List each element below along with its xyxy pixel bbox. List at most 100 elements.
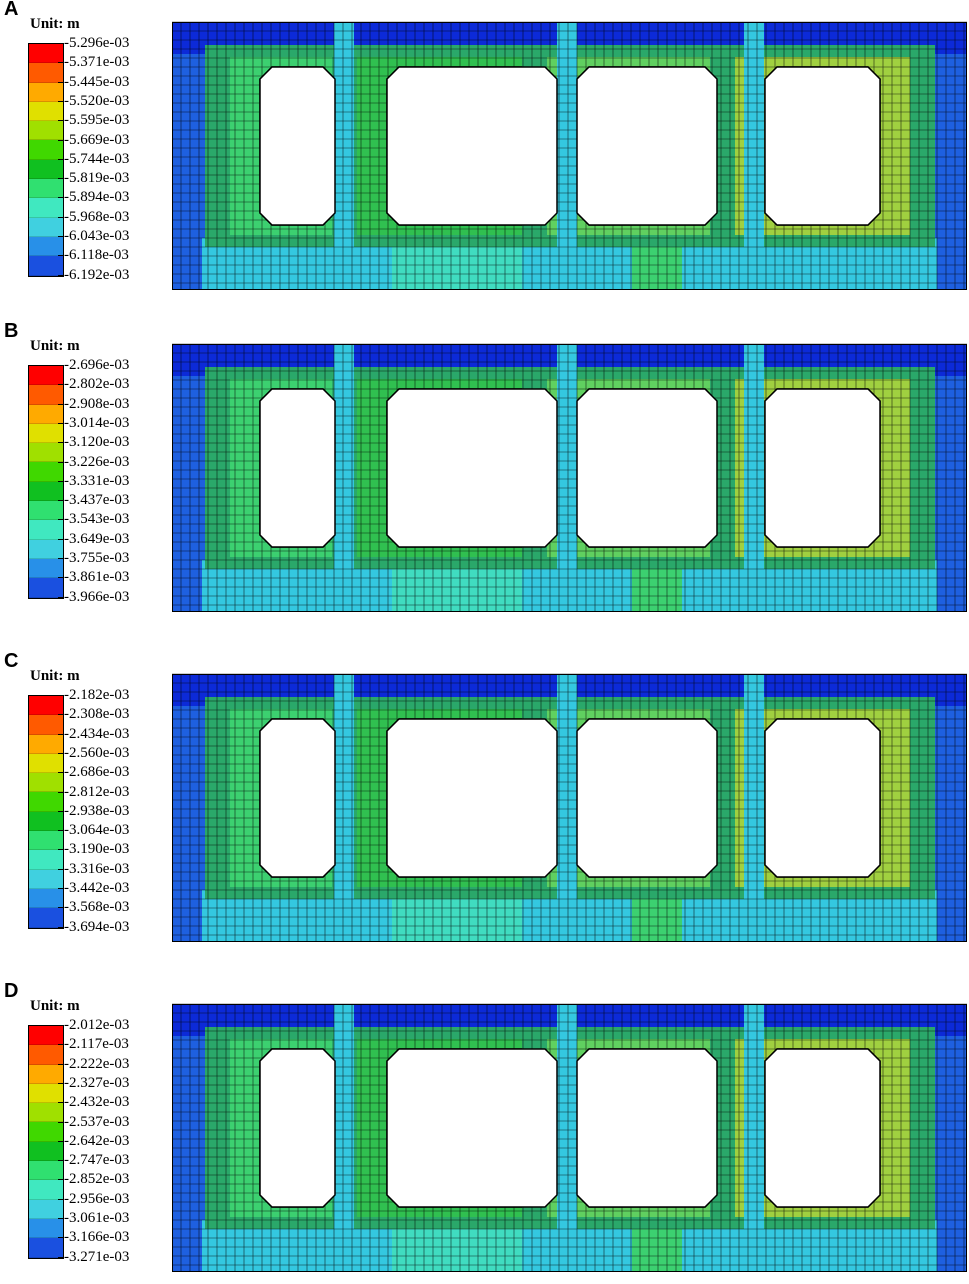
- column: [334, 344, 354, 612]
- right-wall: [937, 54, 967, 290]
- panel-b: B Unit: m -2.696e-03 -2.802e-03 -2.908e-…: [0, 320, 969, 622]
- column: [744, 22, 764, 290]
- color-scale-bar: [28, 43, 64, 277]
- legend-value: -2.956e-03: [57, 1190, 130, 1207]
- color-scale-swatch: [29, 1218, 63, 1239]
- color-scale-swatch: [29, 850, 63, 870]
- unit-label: Unit: m: [30, 998, 80, 1014]
- right-wall: [937, 1036, 967, 1272]
- legend-value: -3.755e-03: [57, 550, 130, 566]
- legend-value: -2.434e-03: [57, 725, 130, 742]
- color-scale-swatch: [29, 366, 63, 386]
- legend-value: -5.744e-03: [57, 150, 130, 167]
- legend-value: -2.686e-03: [57, 764, 130, 781]
- color-scale-swatch: [29, 578, 63, 598]
- legend-value: -5.445e-03: [57, 73, 130, 90]
- cell-opening: [259, 1048, 336, 1208]
- color-scale-swatch: [29, 1083, 63, 1104]
- legend-value: -6.118e-03: [58, 247, 129, 264]
- color-scale-swatch: [29, 1026, 63, 1046]
- legend-value: -5.296e-03: [57, 35, 130, 51]
- cell-opening: [764, 718, 881, 878]
- legend-value: -3.120e-03: [57, 434, 130, 451]
- unit-label: Unit: m: [30, 668, 80, 684]
- panel-letter: A: [4, 0, 19, 20]
- column: [334, 674, 354, 942]
- color-scale-swatch: [29, 1103, 63, 1123]
- panel-c: C Unit: m -2.182e-03 -2.308e-03 -2.434e-…: [0, 650, 969, 952]
- color-scale-swatch: [29, 558, 63, 579]
- column: [744, 344, 764, 612]
- color-scale-swatch: [29, 236, 63, 257]
- color-scale-swatch: [29, 1064, 63, 1084]
- legend-value: -3.166e-03: [57, 1229, 130, 1246]
- column: [557, 674, 577, 942]
- color-scale-swatch: [29, 1238, 63, 1258]
- color-scale-swatch: [29, 831, 63, 851]
- color-scale-swatch: [29, 908, 63, 928]
- column: [334, 22, 354, 290]
- legend-value: -3.331e-03: [57, 472, 130, 489]
- legend-value: -3.271e-03: [57, 1248, 130, 1265]
- cell-opening: [576, 66, 718, 226]
- legend-value: -5.968e-03: [57, 208, 130, 225]
- legend-value: -2.642e-03: [57, 1132, 130, 1149]
- color-scale-swatch: [29, 792, 63, 812]
- color-scale-swatch: [29, 1199, 63, 1219]
- color-scale-swatch: [29, 121, 63, 141]
- color-scale-swatch: [29, 44, 63, 64]
- left-wall: [172, 706, 202, 942]
- legend-value: -2.537e-03: [57, 1113, 130, 1130]
- cell-opening: [576, 718, 718, 878]
- cell-opening: [764, 1048, 881, 1208]
- legend-value: -2.908e-03: [57, 395, 130, 412]
- legend-value: -2.938e-03: [57, 802, 130, 819]
- legend-value: -5.520e-03: [57, 92, 130, 109]
- legend-value: -6.043e-03: [57, 228, 130, 244]
- cell-opening: [764, 388, 881, 548]
- color-scale-swatch: [29, 520, 63, 540]
- legend-value: -5.894e-03: [57, 189, 130, 206]
- cell-opening: [386, 1048, 558, 1208]
- color-scale-swatch: [29, 869, 63, 889]
- model-outline: [172, 344, 967, 612]
- color-scale-swatch: [29, 1180, 63, 1200]
- legend-value: -2.327e-03: [57, 1074, 130, 1091]
- color-scale-swatch: [29, 888, 63, 909]
- right-wall: [937, 376, 967, 612]
- legend-value: -2.012e-03: [57, 1017, 130, 1033]
- color-scale-swatch: [29, 1161, 63, 1181]
- left-wall: [172, 1036, 202, 1272]
- legend-value: -2.182e-03: [57, 687, 130, 703]
- legend-value: -2.560e-03: [57, 744, 130, 761]
- color-scale-bar: [28, 1025, 64, 1259]
- displacement-contour-model: [172, 1003, 967, 1272]
- legend-value: -2.852e-03: [57, 1171, 130, 1188]
- panel-d: D Unit: m -2.012e-03 -2.117e-03 -2.222e-…: [0, 980, 969, 1282]
- cell-opening: [259, 388, 336, 548]
- color-scale-swatch: [29, 811, 63, 832]
- color-scale-swatch: [29, 481, 63, 502]
- color-scale-swatch: [29, 443, 63, 463]
- cell-opening: [576, 388, 718, 548]
- color-scale-swatch: [29, 140, 63, 160]
- displacement-contour-model: [172, 673, 967, 942]
- model-outline: [172, 674, 967, 942]
- legend-value: -3.543e-03: [57, 511, 130, 528]
- column: [557, 344, 577, 612]
- legend-value: -3.861e-03: [57, 569, 130, 586]
- cell-opening: [259, 718, 336, 878]
- column: [334, 1004, 354, 1272]
- legend-value: -6.192e-03: [57, 266, 130, 283]
- legend-value: -2.432e-03: [57, 1094, 130, 1111]
- legend-value: -3.442e-03: [57, 880, 130, 896]
- legend-value: -3.061e-03: [57, 1210, 130, 1226]
- color-scale-bar: [28, 695, 64, 929]
- legend-value: -2.812e-03: [57, 783, 130, 800]
- color-scale-swatch: [29, 734, 63, 754]
- color-scale-swatch: [29, 423, 63, 444]
- model-outline: [172, 1004, 967, 1272]
- displacement-contour-model: [172, 343, 967, 612]
- unit-label: Unit: m: [30, 16, 80, 32]
- left-wall: [172, 376, 202, 612]
